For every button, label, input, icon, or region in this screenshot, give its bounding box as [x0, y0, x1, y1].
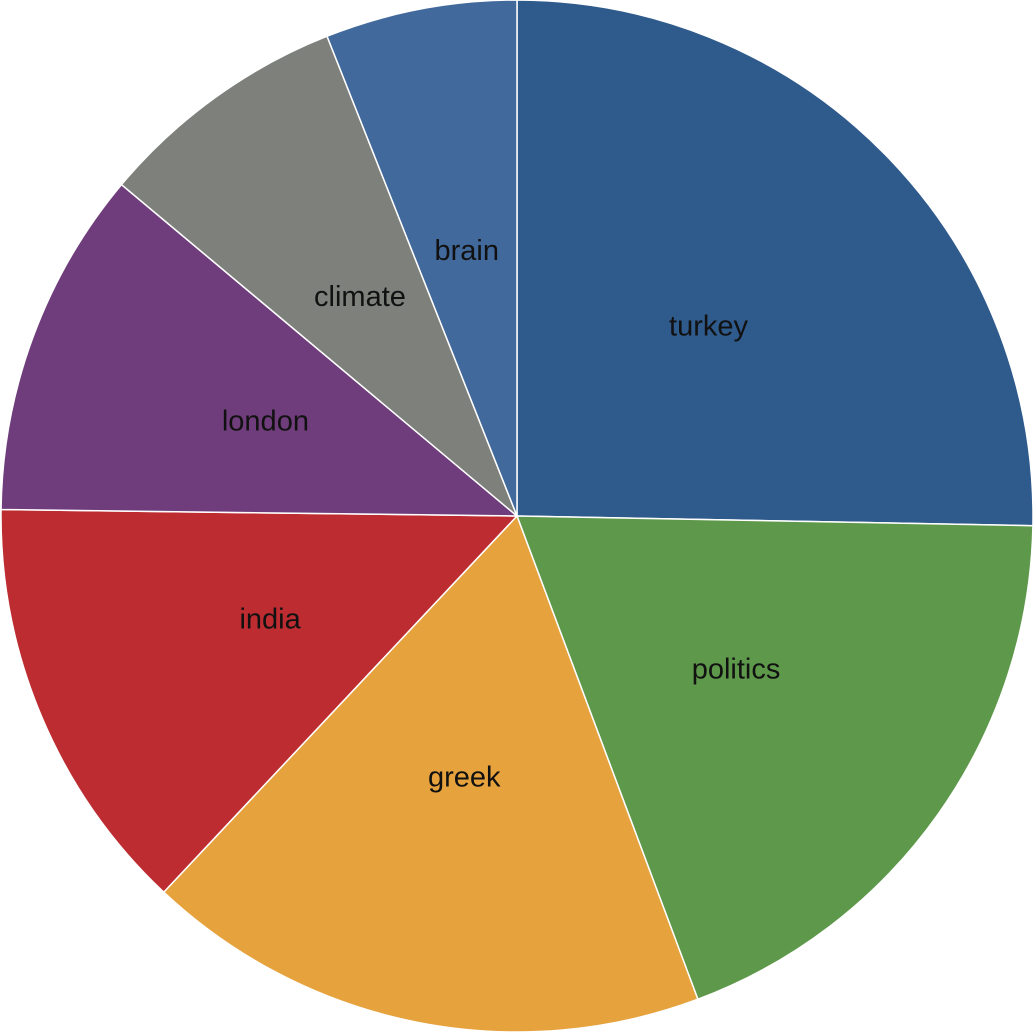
pie-label-politics: politics — [692, 654, 781, 686]
pie-label-india: india — [239, 604, 301, 636]
labels-layer: turkey politics greek india london climate bra… — [222, 235, 781, 794]
pie-label-brain: brain — [434, 235, 499, 267]
pie-label-turkey: turkey — [669, 311, 748, 343]
pie-slice-india — [0, 508, 519, 894]
pie-slice-turkey — [516, 0, 1034, 527]
pie-slice-london — [0, 183, 520, 517]
pie-label-greek: greek — [428, 762, 501, 794]
pie-slice-brain — [326, 0, 518, 517]
pie-slice-greek — [162, 514, 699, 1033]
pie-slice-climate — [120, 35, 518, 517]
pie-slice-politics — [515, 515, 1034, 1001]
pie-label-climate: climate — [314, 281, 406, 313]
pie-label-london: london — [222, 405, 309, 437]
